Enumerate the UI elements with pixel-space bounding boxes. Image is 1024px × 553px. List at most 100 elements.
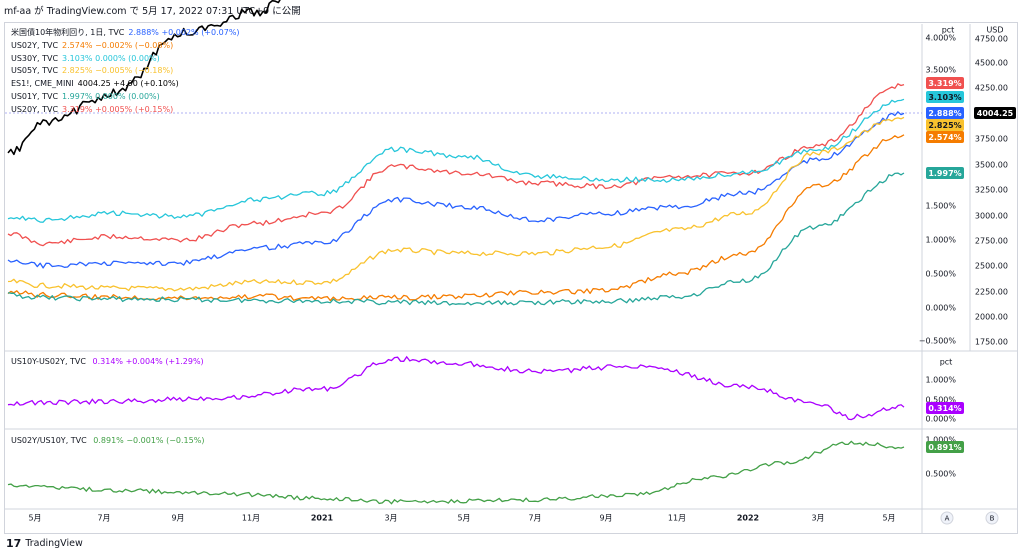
series-line	[7, 83, 905, 247]
us02y-price-label: 2.574%	[928, 133, 961, 142]
axis-layer: 4.000% 3.500% 1.500% 1.000% 0.500% 0.000% −0.5…	[28, 26, 1008, 525]
us10y-price-label-bg	[926, 107, 964, 119]
usd-axis-tick: 2000.00	[975, 313, 1008, 322]
series-line	[7, 134, 905, 302]
usd-axis-tick: 3500.00	[975, 161, 1008, 170]
legend-label: US01Y, TVC	[11, 91, 59, 101]
series-line	[7, 116, 905, 292]
scale-button	[940, 511, 954, 525]
us30y-price-label-bg	[926, 91, 964, 103]
ratio-pane-legend: US02Y/US10Y, TVC 0.891% −0.001% (−0.15%)	[11, 436, 204, 445]
usd-axis-tick: 1750.00	[975, 338, 1008, 347]
series-line	[7, 98, 905, 223]
legend-row[interactable]: US20Y, TVC 3.319% +0.005% (+0.15%)	[11, 104, 240, 117]
legend-row[interactable]: US30Y, TVC 3.103% 0.000% (0.00%)	[11, 53, 240, 66]
legend-values: 3.319% +0.005% (+0.15%)	[62, 104, 174, 114]
spread-price-label-bg	[926, 402, 964, 414]
x-axis-tick: 5月	[882, 514, 895, 523]
es-price-label: 4004.25	[977, 109, 1014, 118]
x-axis-tick: 5月	[457, 514, 470, 523]
us10y-price-label: 2.888%	[928, 109, 961, 118]
legend-values: 4004.25 +4.00 (+0.10%)	[77, 79, 179, 89]
us30y-price-label: 3.103%	[928, 93, 961, 102]
legend-label: US05Y, TVC	[11, 66, 59, 76]
grid-layer	[5, 24, 1018, 533]
footer: 17 TradingView	[6, 537, 83, 550]
legend-row[interactable]: US02Y, TVC 2.574% −0.002% (−0.08%)	[11, 40, 240, 53]
usd-axis-tick: 2250.00	[975, 288, 1008, 297]
pct-axis-tick: 1.500%	[925, 202, 956, 211]
us20y-price-label: 3.319%	[928, 79, 961, 88]
usd-unit-label: USD	[986, 26, 1003, 35]
scale-button	[985, 511, 999, 525]
pct-axis-tick: 0.000%	[925, 304, 956, 313]
x-axis-tick: 9月	[171, 514, 184, 523]
x-axis-tick: 7月	[528, 514, 541, 523]
usd-axis-tick: 2500.00	[975, 262, 1008, 271]
legend-row[interactable]: ES1!, CME_MINI 4004.25 +4.00 (+0.10%)	[11, 78, 240, 91]
pct-axis-tick: 3.500%	[925, 66, 956, 75]
tradingview-logo-icon: 17	[6, 537, 22, 550]
us05y-price-label-bg	[926, 119, 964, 131]
series-layer	[7, 0, 905, 505]
main-pane-legend: 米国債10年物利回り, 1日, TVC 2.888% +0.002% (+0.07…	[11, 27, 240, 117]
x-axis-tick: 5月	[28, 514, 41, 523]
legend-values: 2.825% −0.005% (−0.18%)	[62, 66, 174, 76]
series-line	[7, 111, 905, 269]
us05y-price-label: 2.825%	[928, 121, 961, 130]
spread-axis-tick: 1.000%	[925, 376, 956, 385]
x-axis-tick: 11月	[242, 514, 260, 523]
usd-axis-tick: 3250.00	[975, 186, 1008, 195]
spread-legend-label: US10Y-US02Y, TVC	[11, 357, 86, 366]
pct-unit-label: pct	[942, 26, 955, 35]
ratio-price-label: 0.891%	[928, 443, 961, 452]
pct-axis-tick: −0.500%	[919, 337, 957, 346]
x-axis-tick: 2021	[311, 514, 334, 523]
legend-label: US02Y, TVC	[11, 40, 59, 50]
us01y-price-label: 1.997%	[928, 169, 961, 178]
us20y-price-label-bg	[926, 77, 964, 89]
ratio-legend-label: US02Y/US10Y, TVC	[11, 436, 87, 445]
legend-row[interactable]: US01Y, TVC 1.997% 0.000% (0.00%)	[11, 91, 240, 104]
spread-axis-tick: 0.000%	[925, 415, 956, 424]
us02y-price-label-bg	[926, 131, 964, 143]
ratio-legend-values: 0.891% −0.001% (−0.15%)	[93, 436, 205, 445]
x-axis-tick: 2022	[737, 514, 759, 523]
pct-axis-tick: 0.500%	[925, 270, 956, 279]
legend-values: 2.888% +0.002% (+0.07%)	[128, 28, 240, 37]
pct-axis-tick: 1.000%	[925, 236, 956, 245]
price-label-layer: 3.319% 3.103% 2.888% 2.825% 2.574% 1.997% 4004…	[926, 77, 1016, 453]
legend-label: US20Y, TVC	[11, 104, 59, 114]
series-line	[7, 0, 281, 156]
x-axis-tick: 3月	[811, 514, 824, 523]
pct-axis-tick: 4.000%	[925, 34, 956, 43]
spread-legend-values: 0.314% +0.004% (+1.29%)	[92, 357, 204, 366]
legend-row[interactable]: US05Y, TVC 2.825% −0.005% (−0.18%)	[11, 65, 240, 78]
x-axis-tick: 3月	[384, 514, 397, 523]
legend-values: 3.103% 0.000% (0.00%)	[62, 53, 160, 63]
legend-label: 米国債10年物利回り, 1日, TVC	[11, 28, 125, 37]
brand-name: TradingView	[25, 538, 83, 549]
spread-pane-legend: US10Y-US02Y, TVC 0.314% +0.004% (+1.29%)	[11, 357, 204, 366]
legend-values: 1.997% 0.000% (0.00%)	[62, 91, 160, 101]
usd-axis-tick: 3750.00	[975, 135, 1008, 144]
ratio-price-label-bg	[926, 441, 964, 453]
series-line	[7, 440, 905, 505]
us01y-price-label-bg	[926, 167, 964, 179]
scale-button-label: B	[990, 515, 995, 523]
legend-label: ES1!, CME_MINI	[11, 79, 74, 89]
chart-frame	[4, 22, 1018, 534]
spread-price-label: 0.314%	[928, 404, 961, 413]
series-line	[7, 172, 905, 306]
publish-caption: mf-aa が TradingView.com で 5月 17, 2022 07…	[4, 6, 301, 17]
legend-row[interactable]: 米国債10年物利回り, 1日, TVC 2.888% +0.002% (+0.07…	[11, 27, 240, 40]
x-axis-tick: 11月	[668, 514, 686, 523]
ratio-axis-tick: 0.500%	[925, 470, 956, 479]
usd-axis-tick: 4750.00	[975, 35, 1008, 44]
usd-axis-tick: 3000.00	[975, 212, 1008, 221]
scale-button-label: A	[945, 515, 950, 523]
x-axis-tick: 9月	[599, 514, 612, 523]
es-price-label-bg	[974, 107, 1016, 119]
ratio-axis-tick: 1.000%	[925, 436, 956, 445]
